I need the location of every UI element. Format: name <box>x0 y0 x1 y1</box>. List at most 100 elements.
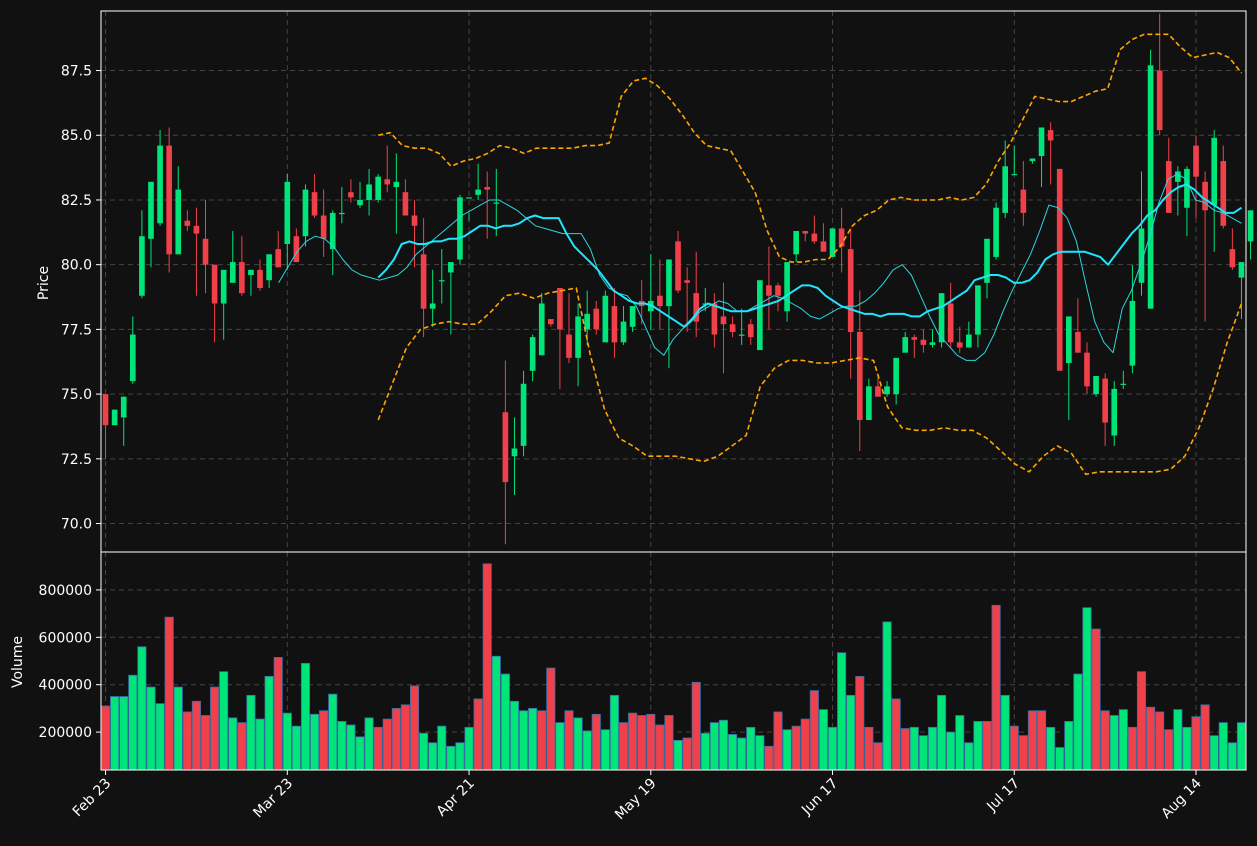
volume-bar <box>1174 710 1182 770</box>
volume-bar <box>438 726 446 770</box>
price-tick-label: 82.5 <box>61 193 92 209</box>
candle-body <box>1193 146 1199 177</box>
volume-bar <box>1083 608 1091 770</box>
volume-bar <box>1037 711 1045 770</box>
candle-body <box>793 231 799 254</box>
candle-body <box>1011 174 1017 175</box>
candle-body <box>366 184 372 200</box>
volume-bar <box>1028 711 1036 770</box>
volume-bar <box>492 656 500 770</box>
candle-body <box>921 340 927 345</box>
volume-bar <box>1128 727 1136 770</box>
candle-body <box>1111 389 1117 436</box>
volume-bar <box>810 691 818 770</box>
volume-bar <box>165 617 173 770</box>
volume-bar <box>1228 743 1236 770</box>
volume-bar <box>429 743 437 770</box>
candle-body <box>130 335 136 382</box>
volume-bar <box>592 714 600 770</box>
volume-bar <box>1156 712 1164 770</box>
volume-bar <box>710 723 718 770</box>
volume-bar <box>474 699 482 770</box>
candle-body <box>812 234 818 242</box>
candle-body <box>312 192 318 215</box>
volume-bar <box>192 701 200 770</box>
volume-bar <box>538 711 546 770</box>
volume-bar <box>910 727 918 770</box>
volume-bar <box>565 711 573 770</box>
candle-body <box>684 280 690 283</box>
candle-body <box>103 394 109 425</box>
candle-body <box>1248 210 1254 241</box>
candle-body <box>757 280 763 350</box>
volume-bar <box>674 740 682 770</box>
volume-bar <box>274 657 282 770</box>
candle-body <box>1239 262 1245 278</box>
volume-bar <box>310 714 318 770</box>
candle-body <box>512 448 518 456</box>
volume-bar <box>1137 672 1145 770</box>
candle-body <box>1030 159 1036 162</box>
candle-body <box>321 215 327 238</box>
candle-body <box>294 236 300 262</box>
candle-body <box>866 386 872 420</box>
volume-bar <box>529 708 537 770</box>
volume-bar <box>1092 629 1100 770</box>
candle-body <box>493 203 499 204</box>
volume-bar <box>338 721 346 770</box>
volume-bar <box>792 726 800 770</box>
candle-body <box>1093 376 1099 394</box>
candle-body <box>1184 169 1190 208</box>
candle-body <box>384 179 390 184</box>
volume-bar <box>837 653 845 770</box>
candle-body <box>930 342 936 345</box>
candle-body <box>630 306 636 327</box>
candle-body <box>357 200 363 205</box>
volume-bar <box>147 687 155 770</box>
volume-bar <box>220 672 228 770</box>
volume-bar <box>747 727 755 770</box>
volume-tick-label: 800000 <box>39 583 92 599</box>
volume-bar <box>765 746 773 770</box>
candle-body <box>675 241 681 290</box>
volume-bar <box>774 712 782 770</box>
volume-bar <box>183 712 191 770</box>
volume-bar <box>892 699 900 770</box>
volume-bar <box>1019 736 1027 770</box>
volume-bar <box>883 622 891 770</box>
volume-bar <box>247 695 255 770</box>
volume-bar <box>583 731 591 770</box>
volume-bar <box>601 730 609 770</box>
volume-bar <box>656 725 664 770</box>
candle-body <box>157 146 163 224</box>
volume-bar <box>701 733 709 770</box>
candle-body <box>721 316 727 324</box>
volume-bar <box>847 695 855 770</box>
volume-bar <box>1065 721 1073 770</box>
candle-body <box>203 239 209 265</box>
candle-body <box>1075 332 1081 353</box>
volume-bar <box>329 694 337 770</box>
volume-bar <box>1046 727 1054 770</box>
volume-bar <box>374 727 382 770</box>
volume-bar <box>692 682 700 770</box>
candle-body <box>1002 166 1008 213</box>
candle-body <box>1175 171 1181 181</box>
volume-bar <box>719 720 727 770</box>
candle-body <box>712 304 718 335</box>
volume-bar <box>1001 695 1009 770</box>
price-tick-label: 87.5 <box>61 64 92 80</box>
volume-bar <box>983 721 991 770</box>
candle-body <box>902 337 908 353</box>
candle-body <box>139 236 145 296</box>
volume-bar <box>928 727 936 770</box>
volume-bar <box>138 647 146 770</box>
volume-tick-label: 200000 <box>39 725 92 741</box>
volume-bar <box>919 736 927 770</box>
volume-bar <box>238 723 246 770</box>
volume-bar <box>1110 716 1118 771</box>
volume-bar <box>1010 726 1018 770</box>
candle-body <box>775 285 781 295</box>
volume-bar <box>1074 674 1082 770</box>
volume-bar <box>901 729 909 770</box>
